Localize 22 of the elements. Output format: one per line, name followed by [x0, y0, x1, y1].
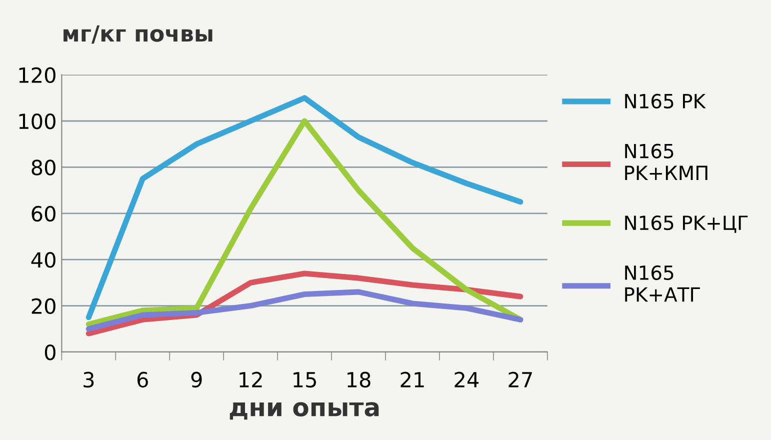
x-tick-label: 9 — [191, 372, 202, 388]
legend-label: N165 PK+ЦГ — [625, 215, 748, 233]
y-axis-title: мг/кг почвы — [64, 25, 212, 44]
x-tick-label: 21 — [400, 372, 424, 388]
y-tick-label: 20 — [32, 298, 56, 314]
x-tick-label: 27 — [508, 372, 532, 388]
x-tick-label: 6 — [137, 372, 148, 388]
y-tick-label: 120 — [19, 67, 56, 84]
x-tick-label: 24 — [454, 372, 479, 388]
y-tick-label: 100 — [19, 113, 56, 130]
legend-label: N165 PK+КМП — [625, 144, 708, 180]
y-tick-label: 80 — [32, 160, 56, 176]
x-tick-label: 18 — [348, 372, 370, 388]
y-tick-label: 0 — [44, 344, 56, 360]
legend-label: N165 PK — [625, 94, 706, 109]
x-tick-label: 3 — [84, 372, 94, 388]
y-tick-label: 60 — [32, 206, 56, 222]
x-axis-title: дни опыта — [230, 402, 379, 420]
legend-label: N165 PK+АТГ — [625, 265, 700, 302]
x-tick-label: 15 — [294, 372, 316, 388]
x-tick-label: 12 — [240, 372, 262, 388]
y-tick-label: 40 — [31, 252, 56, 268]
